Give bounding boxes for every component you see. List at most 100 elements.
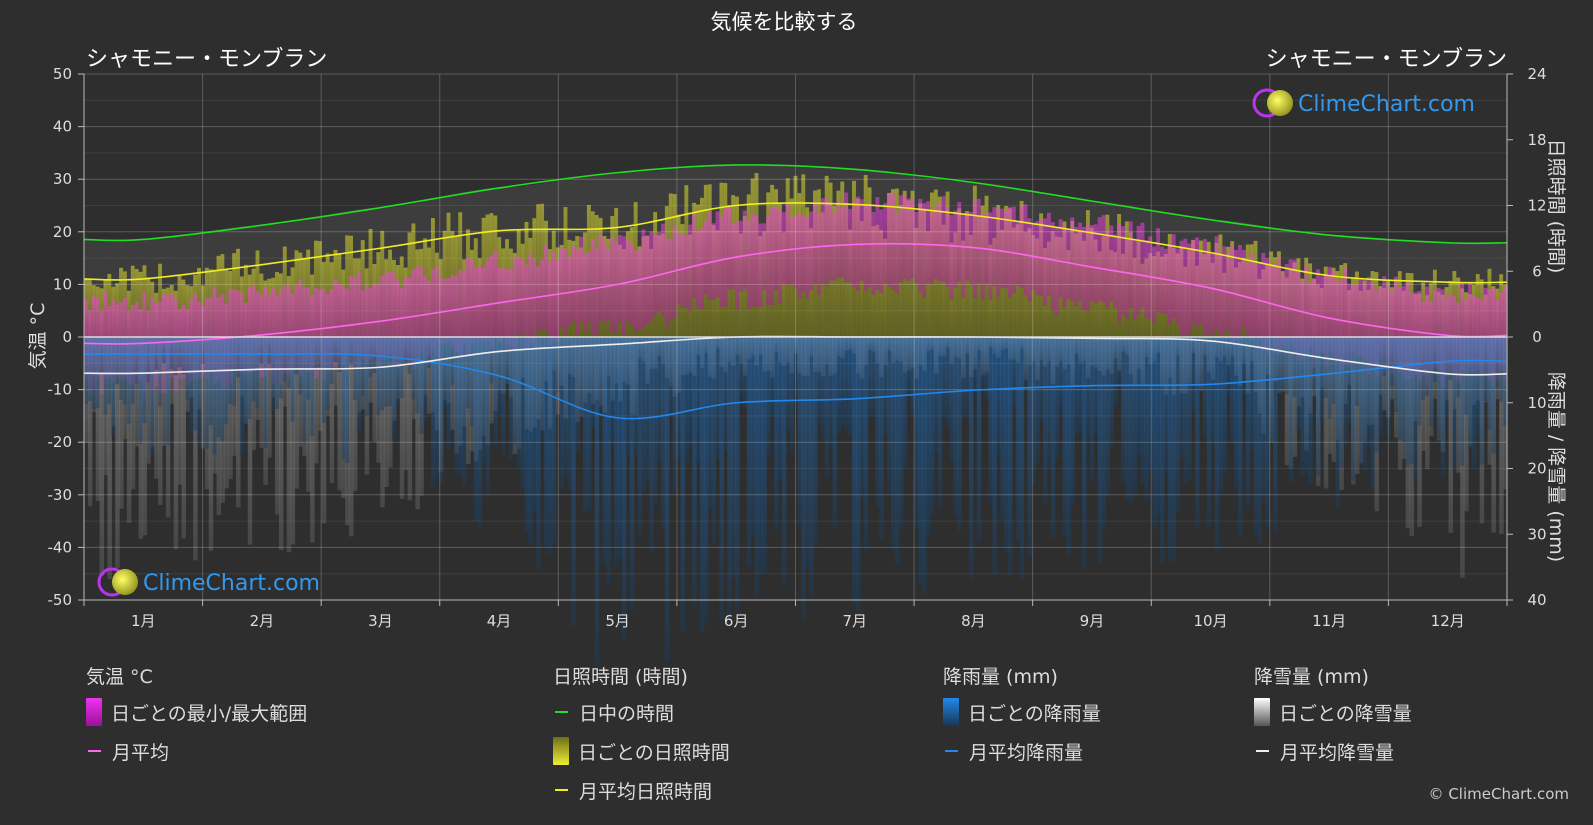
- rain-band: [520, 337, 526, 490]
- rain-band: [1503, 337, 1508, 427]
- snow-band: [95, 337, 101, 501]
- y-right-bottom-tick-label: 10: [1527, 394, 1546, 412]
- rain-band: [142, 337, 147, 423]
- rain-band: [1202, 337, 1208, 439]
- rain-band: [610, 337, 615, 445]
- rain-band: [1035, 337, 1040, 466]
- legend-temp: 気温 °C 日ごとの最小/最大範囲 月平均: [86, 662, 307, 779]
- sunshine-band: [130, 265, 136, 337]
- snow-band: [1417, 337, 1422, 527]
- rain-band: [586, 337, 592, 512]
- rain-band: [1132, 337, 1138, 495]
- rain-band: [317, 337, 323, 367]
- snow-band: [1464, 337, 1469, 512]
- temp-band: [863, 206, 869, 291]
- rain-band: [150, 337, 155, 454]
- sunshine-avg-swatch: [555, 789, 568, 791]
- temp-band: [333, 280, 339, 368]
- rain-band: [1167, 337, 1173, 561]
- temp-band: [1284, 264, 1290, 349]
- daylight-line: [83, 164, 1508, 245]
- rain-band: [758, 337, 763, 574]
- temp-band: [1191, 239, 1196, 325]
- y-left-tick-label: 50: [53, 65, 72, 83]
- temp-band: [1448, 294, 1454, 371]
- temp-band: [520, 259, 526, 334]
- x-tick-label: 3月: [368, 612, 393, 630]
- daily-bands: [84, 164, 1508, 666]
- rain-band: [165, 337, 171, 446]
- snow-band: [142, 337, 147, 536]
- rain-band: [922, 337, 927, 595]
- temp-band: [699, 228, 705, 310]
- temp-band: [1475, 297, 1481, 370]
- temp-band: [777, 210, 783, 304]
- temp-band: [1386, 285, 1391, 359]
- temp-band: [750, 213, 756, 306]
- snow-band: [154, 337, 159, 479]
- rain-band: [1362, 337, 1368, 471]
- temp-avg-swatch: [88, 750, 101, 752]
- temp-band: [618, 235, 623, 323]
- temp-band: [1304, 266, 1309, 356]
- rain-band: [668, 337, 674, 419]
- rain-band: [727, 337, 732, 617]
- temp-band: [696, 231, 701, 309]
- rain-band: [1140, 337, 1146, 483]
- rain-band: [1444, 337, 1450, 418]
- temp-band: [742, 210, 748, 289]
- temp-band: [622, 236, 627, 336]
- rain-band: [840, 337, 845, 427]
- snow-band: [107, 337, 112, 579]
- rain-band: [282, 337, 288, 382]
- temp-band: [415, 266, 420, 364]
- temp-band: [1054, 227, 1060, 316]
- rain-band: [953, 337, 958, 517]
- temp-band: [1199, 253, 1204, 324]
- temp-band: [894, 213, 900, 294]
- rain-band: [1409, 337, 1415, 465]
- temp-band: [294, 285, 300, 370]
- temp-band: [949, 214, 954, 300]
- temp-band: [910, 198, 916, 279]
- rain-band: [528, 337, 533, 546]
- rain-band: [1300, 337, 1305, 475]
- rain-avg-line: [84, 353, 1508, 420]
- temp-band: [1043, 218, 1048, 306]
- rain-band: [930, 337, 935, 516]
- temp-band: [567, 256, 572, 326]
- temp-band: [583, 253, 588, 332]
- rain-band: [641, 337, 647, 494]
- x-tick-label: 12月: [1431, 612, 1465, 630]
- rain-band: [871, 337, 877, 418]
- temp-band: [961, 214, 966, 298]
- rain-band: [692, 337, 697, 607]
- rain-band: [450, 337, 455, 385]
- temp-band: [629, 243, 635, 325]
- rain-band: [684, 337, 689, 464]
- temp-band: [1331, 271, 1337, 358]
- rain-band: [430, 337, 436, 488]
- rain-band: [99, 337, 105, 373]
- temp-band: [579, 236, 584, 322]
- temp-band: [758, 223, 763, 307]
- temp-band: [1136, 225, 1142, 315]
- sunshine-band: [138, 271, 144, 337]
- legend-item: 日中の時間: [553, 701, 730, 725]
- rain-band: [1401, 337, 1407, 443]
- sunshine-band: [158, 263, 163, 337]
- temp-band: [785, 203, 791, 285]
- temp-band: [840, 207, 845, 277]
- temp-band: [1292, 259, 1298, 355]
- rain-band: [216, 337, 222, 438]
- temp-band: [497, 268, 502, 342]
- rain-band: [797, 337, 802, 524]
- temp-band: [321, 288, 327, 380]
- temp-band: [540, 260, 545, 331]
- copyright: © ClimeChart.com: [1428, 785, 1569, 803]
- y-left-tick-label: -20: [48, 433, 73, 451]
- rain-band: [310, 337, 315, 437]
- rain-band: [423, 337, 428, 421]
- temp-band: [606, 249, 611, 320]
- temp-band: [1393, 276, 1399, 364]
